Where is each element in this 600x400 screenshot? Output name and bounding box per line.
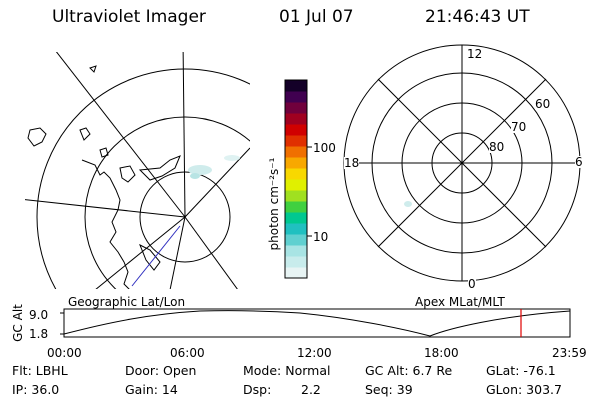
status-door: Door: Open: [125, 363, 197, 378]
coastline: [119, 165, 136, 183]
status-seq: Seq: 39: [365, 382, 413, 397]
map-lat-circle: [139, 171, 231, 263]
map-lat-circle: [36, 68, 250, 289]
map-lon-line: [184, 147, 250, 218]
colorbar-cell: [285, 124, 307, 136]
polar-label-60: 60: [535, 97, 551, 111]
colorbar-cell: [285, 91, 307, 103]
colorbar-cell: [285, 201, 307, 213]
image-date: 01 Jul 07: [279, 7, 354, 27]
map-lon-line: [169, 216, 186, 289]
polar-label-70: 70: [511, 120, 527, 134]
coastline: [89, 65, 97, 73]
colorbar-cell: [285, 168, 307, 180]
altitude-curve: [63, 310, 571, 337]
coastline: [27, 127, 47, 147]
coastline: [138, 155, 181, 181]
colorbar-cell: [285, 179, 307, 191]
colorbar-cell: [285, 135, 307, 147]
colorbar-cell: [285, 256, 307, 268]
status-ip: IP: 36.0: [12, 382, 60, 397]
coastline: [81, 159, 130, 289]
time-tick-3: 18:00: [424, 346, 459, 360]
colorbar-cell: [285, 113, 307, 125]
polar-diagonal: [377, 78, 547, 248]
time-tick-0: 00:00: [47, 346, 82, 360]
status-glat: GLat: -76.1: [486, 363, 556, 378]
colorbar-cell: [285, 157, 307, 169]
status-mode: Mode: Normal: [243, 363, 331, 378]
coastline: [139, 243, 161, 271]
map-lon-line: [55, 52, 186, 218]
strip-right-title: Apex MLat/MLT: [415, 295, 505, 309]
colorbar-tick-100: 100: [313, 141, 336, 155]
colorbar-frame: [284, 79, 308, 279]
map-lat-circle: [84, 116, 250, 289]
instrument-title: Ultraviolet Imager: [52, 7, 206, 27]
colorbar-tick-10: 10: [313, 230, 329, 244]
aurora-emission: [188, 155, 240, 179]
status-glon: GLon: 303.7: [486, 382, 562, 397]
polar-label-80: 80: [489, 140, 505, 154]
status-filter: Flt: LBHL: [12, 363, 68, 378]
time-tick-2: 12:00: [297, 346, 332, 360]
colorbar-cell: [285, 212, 307, 224]
colorbar-cell: [285, 223, 307, 235]
colorbar-cell: [285, 146, 307, 158]
coastline: [79, 127, 91, 141]
status-dsp-label: Dsp:: [243, 382, 272, 397]
polar-label-6: 6: [575, 155, 583, 169]
strip-frame: [63, 308, 571, 338]
map-lon-line: [182, 52, 186, 218]
status-dsp-value: 2.2: [301, 382, 321, 397]
status-gain: Gain: 14: [125, 382, 178, 397]
strip-y-max: 9.0: [29, 308, 49, 322]
strip-left-title: Geographic Lat/Lon: [68, 295, 186, 309]
colorbar-cell: [285, 80, 307, 92]
polar-label-0: 0: [468, 277, 476, 291]
colorbar-cell: [285, 245, 307, 257]
coastline: [99, 147, 109, 158]
strip-axis-label: GC Alt: [11, 304, 25, 342]
image-time: 21:46:43 UT: [425, 7, 530, 27]
strip-y-min: 1.8: [29, 327, 49, 341]
colorbar-cell: [285, 102, 307, 114]
satellite-track: [131, 225, 181, 287]
map-lon-line: [95, 216, 186, 289]
polar-label-12: 12: [467, 47, 483, 61]
time-tick-1: 06:00: [170, 346, 205, 360]
map-lon-line: [25, 199, 186, 218]
colorbar-cell: [285, 234, 307, 246]
aurora-emission: [404, 201, 412, 207]
map-lon-line: [184, 216, 238, 289]
status-gc-alt: GC Alt: 6.7 Re: [365, 363, 453, 378]
polar-label-18: 18: [344, 156, 360, 170]
colorbar-cell: [285, 190, 307, 202]
colorbar-cell: [285, 267, 307, 279]
time-tick-4: 23:59: [552, 346, 587, 360]
